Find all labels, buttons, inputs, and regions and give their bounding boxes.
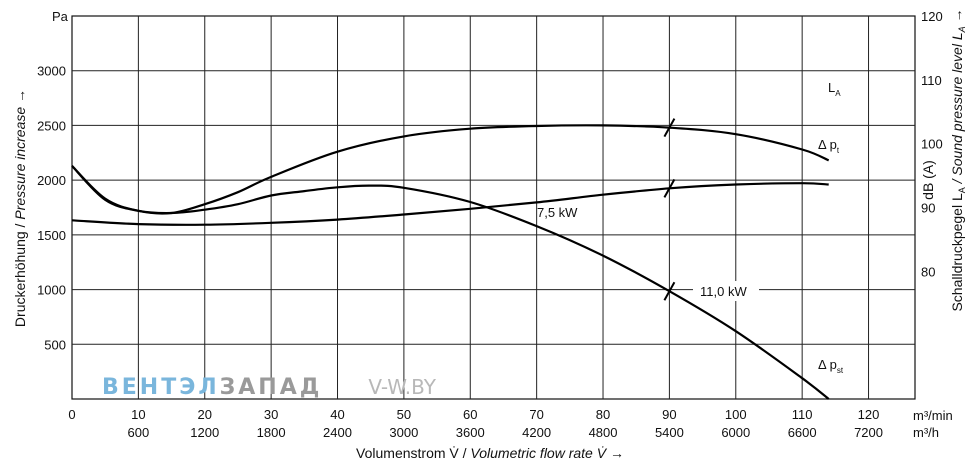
x-axis-label-en: Volumetric flow rate V̇ → — [470, 445, 624, 461]
x-tick-label-min: 0 — [68, 407, 75, 422]
y-tick-label-left: 3000 — [37, 64, 66, 79]
annotation-7-5kw: 7,5 kW — [537, 205, 578, 220]
watermark-part3: V-W.BY — [368, 375, 436, 399]
x-tick-label-min: 60 — [463, 407, 477, 422]
series-label-la-sub: A — [835, 89, 841, 98]
watermark: ВЕНТЭЛЗАПАД V-W.BY — [102, 375, 437, 400]
x-tick-label-h: 3600 — [456, 425, 485, 440]
x-tick-label-min: 40 — [330, 407, 344, 422]
grid — [72, 16, 915, 399]
y-axis-label-right-sub: A — [957, 187, 967, 193]
y-axis-label-right: Schalldruckpegel LA / Sound pressure lev… — [949, 8, 967, 311]
x-tick-label-min: 20 — [198, 407, 212, 422]
rating-mark — [663, 178, 676, 198]
x-tick-label-h: 4200 — [522, 425, 551, 440]
x-tick-label-min: 100 — [725, 407, 747, 422]
y-axis-label-left: Druckerhöhung / Pressure increase → — [12, 89, 28, 327]
y-tick-label-right: 120 — [921, 9, 943, 24]
series-label-dpst-sub: st — [837, 366, 844, 375]
x-tick-label-h: 2400 — [323, 425, 352, 440]
x-unit-bottom: m³/h — [913, 425, 939, 440]
annotation-11kw: 11,0 kW — [700, 284, 747, 299]
rating-mark — [663, 118, 676, 138]
x-tick-label-h: 1800 — [257, 425, 286, 440]
curve-sound-pressure-la — [71, 182, 829, 226]
rating-mark — [663, 281, 676, 301]
x-tick-label-h: 3000 — [389, 425, 418, 440]
y-unit-left: Pa — [52, 9, 69, 24]
x-axis-label: Volumenstrom V̇ / Volumetric flow rate V… — [356, 445, 624, 461]
watermark-part2: ЗАПАД — [220, 375, 323, 400]
series-label-dpt-sub: t — [837, 146, 840, 155]
series-label-dpst: Δ pst — [818, 357, 844, 375]
rating-marks — [663, 118, 676, 301]
x-tick-label-h: 4800 — [589, 425, 618, 440]
series-label-dpt-text: Δ p — [818, 137, 837, 152]
series-label-dpst-text: Δ p — [818, 357, 837, 372]
y-tick-label-right: 110 — [921, 73, 942, 88]
x-tick-label-min: 120 — [858, 407, 880, 422]
y-tick-label-left: 2500 — [37, 118, 66, 133]
x-tick-label-h: 6600 — [788, 425, 817, 440]
x-tick-label-min: 110 — [792, 407, 813, 422]
x-tick-label-min: 50 — [397, 407, 411, 422]
x-tick-label-min: 30 — [264, 407, 278, 422]
series-label-la: LA — [828, 80, 841, 98]
y-tick-label-right: 90 — [921, 201, 935, 216]
y-tick-label-right: 80 — [921, 264, 935, 279]
curve-static-pressure — [71, 165, 830, 400]
x-tick-label-h: 600 — [128, 425, 150, 440]
x-tick-label-h: 7200 — [854, 425, 883, 440]
y-axis-label-left-de: Druckerhöhung / — [12, 220, 28, 327]
y-tick-label-left: 1000 — [37, 283, 66, 298]
tick-labels: 0 10 600 20 1200 30 1800 40 2400 50 3000 60 3600 70 42… — [37, 9, 943, 440]
x-tick-label-min: 80 — [596, 407, 610, 422]
x-tick-label-h: 5400 — [655, 425, 684, 440]
watermark-part1: ВЕНТЭЛ — [102, 375, 220, 400]
x-axis-label-de: Volumenstrom V̇ / — [356, 445, 470, 461]
x-tick-label-min: 10 — [131, 407, 145, 422]
y-axis-label-right-en: / Sound pressure level L — [949, 32, 965, 187]
curves — [71, 124, 830, 400]
x-tick-label-min: 90 — [662, 407, 676, 422]
y-axis-label-right-arrow: → — [949, 8, 965, 26]
x-tick-label-min: 70 — [529, 407, 543, 422]
x-tick-label-h: 1200 — [190, 425, 219, 440]
y-tick-label-left: 2000 — [37, 173, 66, 188]
y-tick-label-right: 100 — [921, 137, 943, 152]
y-axis-label-left-en: Pressure increase → — [12, 89, 28, 220]
y-axis-unit-right: dB (A) — [920, 160, 936, 200]
y-axis-label-right-de: Schalldruckpegel L — [949, 193, 965, 312]
y-axis-label-right-en-sub: A — [957, 26, 967, 33]
series-label-dpt: Δ pt — [818, 137, 840, 155]
annotation-11kw-bg — [693, 281, 759, 301]
x-tick-label-h: 6000 — [721, 425, 750, 440]
x-unit-top: m³/min — [913, 408, 953, 423]
y-tick-label-left: 500 — [44, 337, 66, 352]
y-tick-label-left: 1500 — [37, 228, 66, 243]
series-label-la-text: L — [828, 80, 835, 95]
